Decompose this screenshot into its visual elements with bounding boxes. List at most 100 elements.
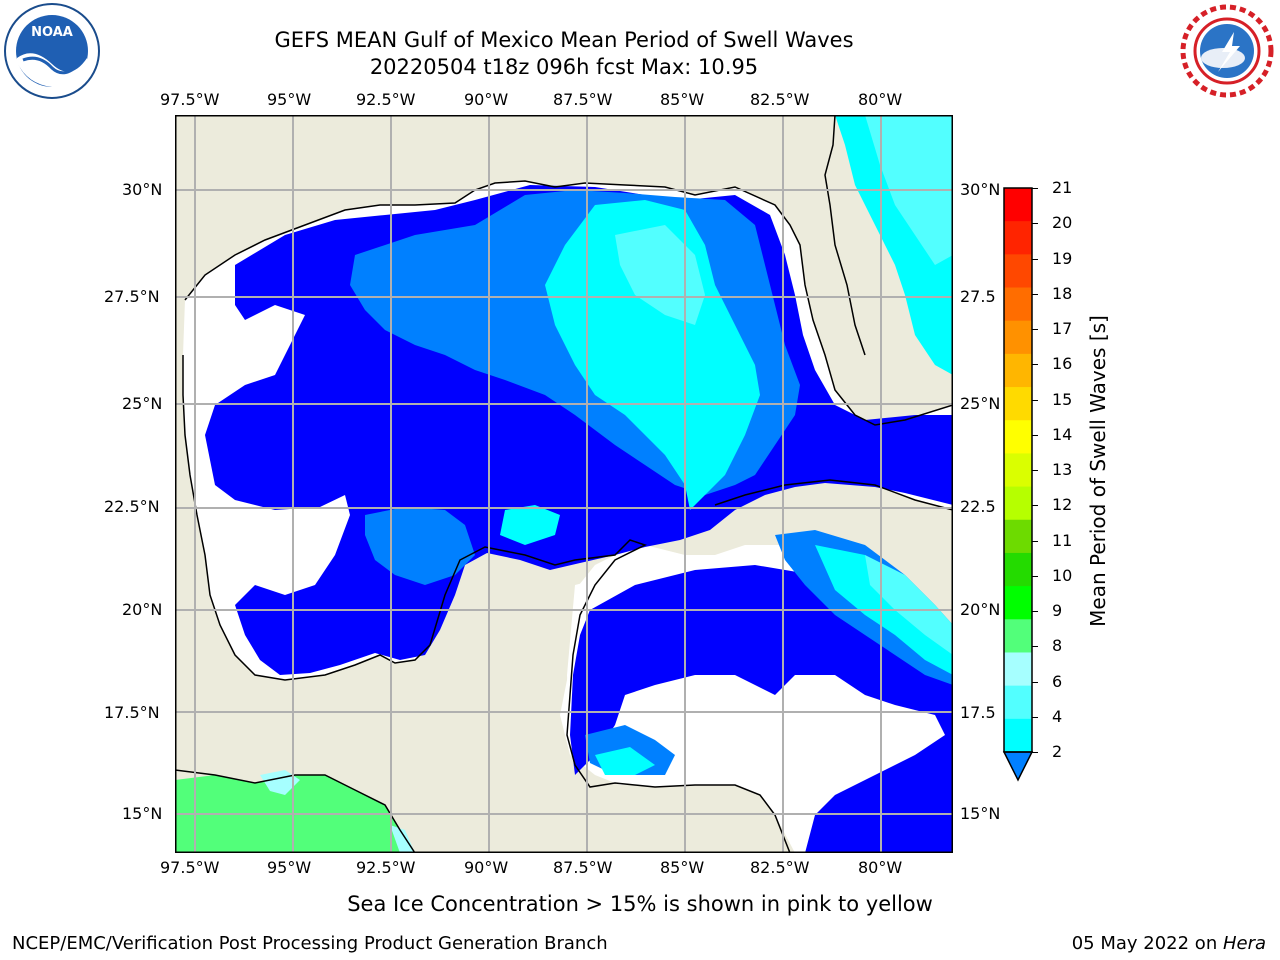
colorbar-tick-mark: [1032, 575, 1038, 577]
lon-label-bottom: 87.5°W: [553, 858, 613, 877]
colorbar-segment: [1004, 652, 1032, 687]
colorbar-tick-label: 16: [1052, 354, 1073, 374]
lat-label-left: 25°N: [122, 394, 163, 413]
colorbar-segment: [1004, 254, 1032, 289]
lat-label-right: 20°N: [960, 600, 1001, 619]
colorbar-tick-mark: [1032, 752, 1038, 753]
colorbar-segment: [1004, 552, 1032, 587]
colorbar-tick-mark: [1032, 188, 1038, 189]
map-gridlines: [175, 115, 953, 853]
map-title-line2: 20220504 t18z 096h fcst Max: 10.95: [369, 55, 759, 79]
colorbar-tick-mark: [1032, 364, 1038, 366]
lon-label-bottom: 85°W: [660, 858, 705, 877]
colorbar-segment: [1004, 221, 1032, 255]
lat-label-left: 30°N: [122, 180, 163, 199]
colorbar-segment: [1004, 188, 1032, 222]
colorbar-tick-label: 15: [1052, 389, 1073, 409]
lon-label-top: 87.5°W: [553, 90, 613, 109]
lon-label-top: 85°W: [660, 90, 705, 109]
colorbar-tick-mark: [1032, 540, 1038, 542]
lon-label-top: 90°W: [464, 90, 509, 109]
lat-label-right: 17.5: [960, 703, 996, 722]
colorbar-segment: [1004, 486, 1032, 521]
lon-label-bottom: 80°W: [858, 858, 903, 877]
lon-label-top: 80°W: [858, 90, 903, 109]
colorbar: [1000, 186, 1036, 786]
lat-label-right: 22.5: [960, 497, 996, 516]
nws-logo: [1178, 2, 1276, 100]
colorbar-segment: [1004, 453, 1032, 488]
colorbar-ticks: 21 20 19 18 17 16 15 14 13 12 11 10 9 8 6 4 2: [1032, 179, 1090, 761]
colorbar-tick-label: 19: [1052, 248, 1073, 268]
lon-label-bottom: 97.5°W: [160, 858, 220, 877]
colorbar-tick-label: 10: [1052, 565, 1073, 585]
colorbar-tick-mark: [1032, 258, 1038, 260]
colorbar-segment: [1004, 353, 1032, 388]
footer-date-text: 05 May 2022 on: [1071, 933, 1223, 954]
lat-label-left: 17.5°N: [104, 703, 160, 722]
footer-date: 05 May 2022 on Hera: [1072, 933, 1266, 954]
colorbar-tick-label: 13: [1052, 460, 1073, 479]
lon-label-top: 97.5°W: [160, 90, 220, 109]
lat-label-right: 30°N: [960, 180, 1001, 199]
lon-label-bottom: 92.5°W: [356, 858, 416, 877]
colorbar-tick-mark: [1032, 681, 1038, 683]
colorbar-tick-label: 12: [1052, 495, 1073, 515]
footer-host: Hera: [1222, 933, 1266, 954]
colorbar-tick-label: 17: [1052, 319, 1073, 338]
colorbar-tick-label: 18: [1052, 283, 1073, 303]
colorbar-tick-label: 6: [1052, 671, 1063, 691]
sea-ice-note: Sea Ice Concentration > 15% is shown in …: [347, 892, 933, 916]
colorbar-tick-mark: [1032, 399, 1038, 401]
lat-label-right: 25°N: [960, 394, 1001, 413]
lat-label-left: 20°N: [122, 600, 163, 619]
colorbar-segment: [1004, 718, 1032, 753]
colorbar-tick-mark: [1032, 505, 1038, 507]
colorbar-label: Mean Period of Swell Waves [s]: [1086, 315, 1110, 627]
lon-label-top: 95°W: [267, 90, 312, 109]
noaa-logo: NOAA: [3, 2, 101, 100]
map-title-line1: GEFS MEAN Gulf of Mexico Mean Period of …: [274, 28, 854, 52]
colorbar-tick-mark: [1032, 611, 1038, 612]
colorbar-segment: [1004, 387, 1032, 421]
colorbar-tick-mark: [1032, 293, 1038, 295]
colorbar-tick-mark: [1032, 716, 1038, 718]
colorbar-tick-label: 9: [1052, 601, 1063, 620]
map-canvas: [175, 115, 953, 853]
lat-label-left: 27.5°N: [104, 287, 160, 306]
colorbar-tick-label: 11: [1052, 530, 1073, 550]
colorbar-tick-label: 2: [1052, 742, 1063, 761]
colorbar-segment: [1004, 420, 1032, 454]
lon-label-bottom: 95°W: [267, 858, 312, 877]
colorbar-tick-label: 21: [1052, 178, 1073, 197]
lat-label-left: 15°N: [122, 804, 163, 823]
footer-credit: NCEP/EMC/Verification Post Processing Pr…: [12, 933, 608, 954]
colorbar-segment: [1004, 586, 1032, 620]
colorbar-segment: [1004, 287, 1032, 322]
lat-label-right: 15°N: [960, 804, 1001, 823]
colorbar-tick-label: 14: [1052, 424, 1073, 444]
colorbar-segment: [1004, 320, 1032, 355]
lon-label-top: 82.5°W: [750, 90, 810, 109]
colorbar-segment: [1004, 685, 1032, 720]
colorbar-tick-label: 20: [1052, 213, 1073, 233]
colorbar-tick-mark: [1032, 470, 1038, 471]
colorbar-tick-mark: [1032, 223, 1038, 225]
colorbar-tick-label: 8: [1052, 636, 1063, 656]
swell-band-6-8: [615, 225, 705, 325]
colorbar-extend-arrow: [1002, 751, 1034, 782]
lat-label-right: 27.5: [960, 287, 996, 306]
colorbar-segment: [1004, 619, 1032, 653]
map-panel: [175, 115, 953, 853]
swell-band-4-6: [545, 200, 760, 510]
colorbar-segment: [1004, 519, 1032, 554]
coastlines: [175, 115, 953, 853]
noaa-logo-text: NOAA: [31, 25, 73, 40]
lon-label-bottom: 82.5°W: [750, 858, 810, 877]
lon-label-top: 92.5°W: [356, 90, 416, 109]
colorbar-tick-mark: [1032, 329, 1038, 330]
colorbar-tick-label: 4: [1052, 706, 1063, 726]
colorbar-tick-mark: [1032, 646, 1038, 648]
colorbar-tick-mark: [1032, 434, 1038, 436]
lon-label-bottom: 90°W: [464, 858, 509, 877]
